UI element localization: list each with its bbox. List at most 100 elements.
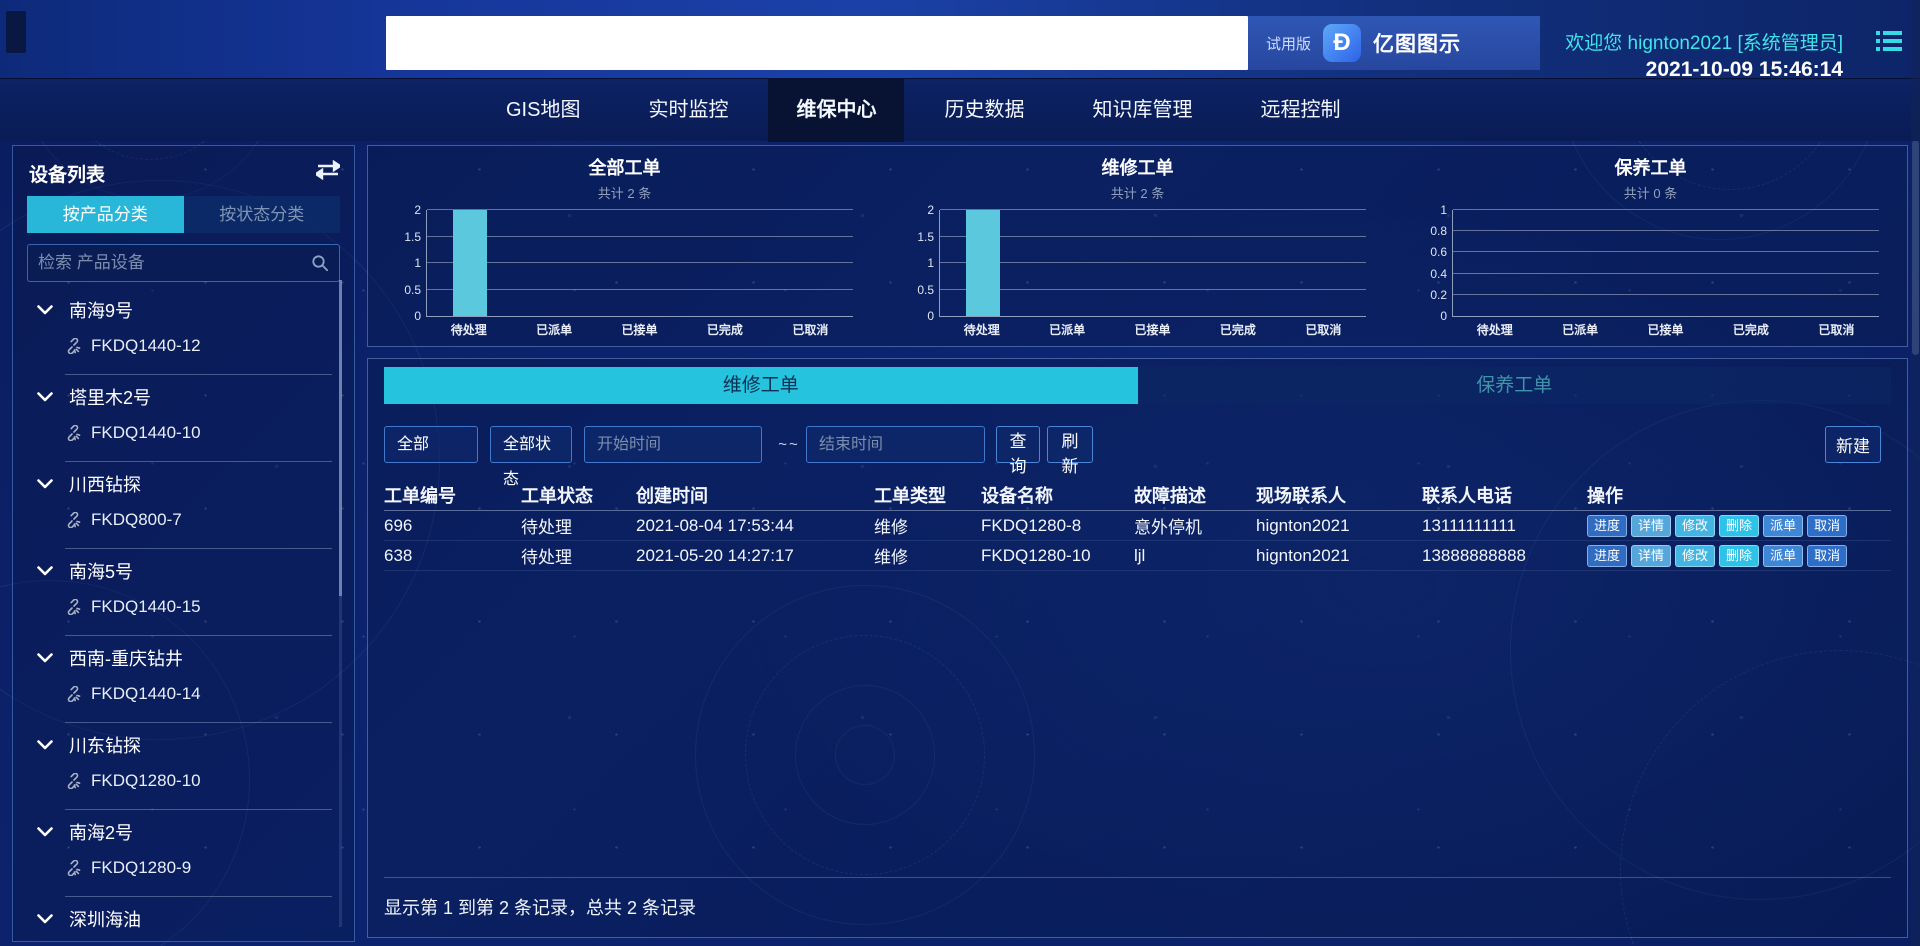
- device-group-header[interactable]: 川西钻探: [27, 466, 332, 502]
- search-icon[interactable]: [311, 254, 329, 272]
- chart-gridline: [940, 262, 1366, 263]
- cell-device: FKDQ1280-8: [981, 515, 1082, 535]
- device-group-header[interactable]: 南海9号: [27, 292, 332, 328]
- device-group-header[interactable]: 南海5号: [27, 553, 332, 589]
- chart-plot: 0 0.2 0.4 0.6 0.8 1: [1430, 203, 1879, 323]
- device-item[interactable]: FKDQ1280-10: [27, 763, 332, 799]
- x-tick-label: 已完成: [1219, 323, 1256, 337]
- action-detail-button[interactable]: 详情: [1631, 544, 1672, 567]
- chart-gridline: [427, 235, 853, 237]
- chevron-down-icon: [37, 827, 53, 837]
- chevron-down-icon: [37, 305, 53, 315]
- x-tick-label: 已接单: [621, 323, 658, 337]
- device-item[interactable]: FKDQ1440-10: [27, 415, 332, 451]
- device-group-name: 川东钻探: [69, 736, 141, 756]
- swap-arrows-icon[interactable]: [316, 160, 340, 180]
- corner-decoration: [6, 11, 26, 53]
- menu-list-icon[interactable]: [1876, 30, 1902, 52]
- nav-tab-maintenance-center[interactable]: 维保中心: [768, 79, 905, 142]
- device-item[interactable]: FKDQ1440-15: [27, 589, 332, 625]
- chart-2: 保养工单 共计 0 条 0 0.2 0.4 0.6 0.8 1 待处理 已派单 已接单 已完成 已取消: [1394, 146, 1907, 346]
- table-row: 638 待处理 2021-05-20 14:27:17 维修 FKDQ1280-10 lj…: [384, 541, 1891, 571]
- sidebar-scrollbar-track: [339, 280, 342, 927]
- workorder-tab-repair-orders[interactable]: 维修工单: [384, 367, 1138, 404]
- device-item[interactable]: FKDQ1440-14: [27, 676, 332, 712]
- device-group: 南海2号 FKDQ1280-9: [27, 814, 332, 897]
- chart-gridline: [1453, 293, 1879, 295]
- cell-status: 待处理: [521, 548, 572, 567]
- action-cancel-button[interactable]: 取消: [1807, 544, 1848, 567]
- x-tick-label: 已派单: [1562, 323, 1599, 337]
- action-progress-button[interactable]: 进度: [1587, 544, 1628, 567]
- device-group: 深圳海油: [27, 901, 332, 937]
- end-time-input[interactable]: [806, 426, 985, 463]
- action-dispatch-button[interactable]: 派单: [1763, 514, 1804, 537]
- global-search-input[interactable]: [386, 16, 1248, 70]
- chart-gridline: [427, 262, 853, 263]
- main-nav: GIS地图 实时监控 维保中心 历史数据 知识库管理 远程控制: [0, 78, 1920, 142]
- device-item-label: FKDQ1280-9: [91, 858, 192, 877]
- chart-gridline: [427, 288, 853, 290]
- action-detail-button[interactable]: 详情: [1631, 514, 1672, 537]
- x-tick-label: 待处理: [1476, 323, 1513, 337]
- x-tick-label: 已接单: [1134, 323, 1171, 337]
- nav-tab-remote-control[interactable]: 远程控制: [1260, 99, 1341, 121]
- nav-tab-knowledge-base[interactable]: 知识库管理: [1092, 99, 1193, 121]
- y-tick-label: 1.5: [917, 229, 934, 244]
- column-header: 工单编号: [384, 485, 456, 506]
- refresh-button[interactable]: 刷新: [1047, 426, 1093, 476]
- workorder-tab-maintain-orders[interactable]: 保养工单: [1137, 367, 1891, 404]
- nav-tab-realtime-monitor[interactable]: 实时监控: [648, 99, 729, 121]
- column-header: 故障描述: [1134, 485, 1206, 506]
- action-delete-button[interactable]: 删除: [1719, 544, 1760, 567]
- nav-tab-history-data[interactable]: 历史数据: [944, 99, 1025, 121]
- y-tick-label: 2: [414, 203, 421, 217]
- chart-1: 维修工单 共计 2 条 0 0.5 1 1.5 2 待处理 已派单 已接单 已完成 已取消: [881, 146, 1394, 346]
- action-progress-button[interactable]: 进度: [1587, 514, 1628, 537]
- create-button[interactable]: 新建: [1825, 426, 1881, 463]
- device-group-header[interactable]: 塔里木2号: [27, 379, 332, 415]
- action-edit-button[interactable]: 修改: [1675, 514, 1716, 537]
- device-list-title: 设备列表: [29, 165, 106, 186]
- sidebar-tab-by-status[interactable]: 按状态分类: [183, 196, 340, 233]
- type-filter-select[interactable]: 全部: [384, 426, 478, 463]
- device-search-input[interactable]: [28, 253, 311, 273]
- start-time-input[interactable]: [584, 426, 762, 463]
- tree-separator: [65, 809, 332, 810]
- column-header: 设备名称: [981, 485, 1053, 506]
- device-item[interactable]: FKDQ1440-12: [27, 328, 332, 364]
- broken-link-icon: [67, 599, 81, 615]
- action-cancel-button[interactable]: 取消: [1807, 514, 1848, 537]
- chart-gridline: [1453, 230, 1879, 232]
- workorder-tabs: 维修工单 保养工单: [384, 367, 1891, 404]
- brand-logo-icon: Ɖ: [1323, 24, 1362, 62]
- device-item[interactable]: FKDQ800-7: [27, 502, 332, 538]
- status-filter-select[interactable]: 全部状态: [490, 426, 572, 488]
- action-edit-button[interactable]: 修改: [1675, 544, 1716, 567]
- device-group-header[interactable]: 深圳海油: [27, 901, 332, 937]
- sidebar-tab-by-product[interactable]: 按产品分类: [27, 196, 184, 233]
- device-item[interactable]: FKDQ1280-9: [27, 850, 332, 886]
- column-header: 操作: [1587, 485, 1623, 506]
- device-group-name: 西南-重庆钻井: [69, 649, 183, 669]
- chart-subtitle: 共计 2 条: [597, 186, 652, 201]
- device-item-label: FKDQ1280-10: [91, 771, 201, 790]
- y-tick-label: 0: [927, 309, 934, 323]
- chart-bar: [452, 210, 487, 316]
- y-tick-label: 0.5: [917, 282, 934, 297]
- query-button[interactable]: 查询: [996, 426, 1040, 476]
- device-group-header[interactable]: 川东钻探: [27, 727, 332, 763]
- welcome-user-text: 欢迎您 hignton2021 [系统管理员]: [1565, 33, 1843, 54]
- nav-tab-gis-map[interactable]: GIS地图: [506, 99, 581, 121]
- tree-separator: [65, 374, 332, 375]
- action-delete-button[interactable]: 删除: [1719, 514, 1760, 537]
- action-dispatch-button[interactable]: 派单: [1763, 544, 1804, 567]
- device-group-header[interactable]: 南海2号: [27, 814, 332, 850]
- sidebar-tabs: 按产品分类 按状态分类: [27, 196, 340, 233]
- sidebar-scrollbar-thumb[interactable]: [339, 280, 342, 596]
- chevron-down-icon: [37, 566, 53, 576]
- cell-device: FKDQ1280-10: [981, 545, 1091, 565]
- device-group-header[interactable]: 西南-重庆钻井: [27, 640, 332, 676]
